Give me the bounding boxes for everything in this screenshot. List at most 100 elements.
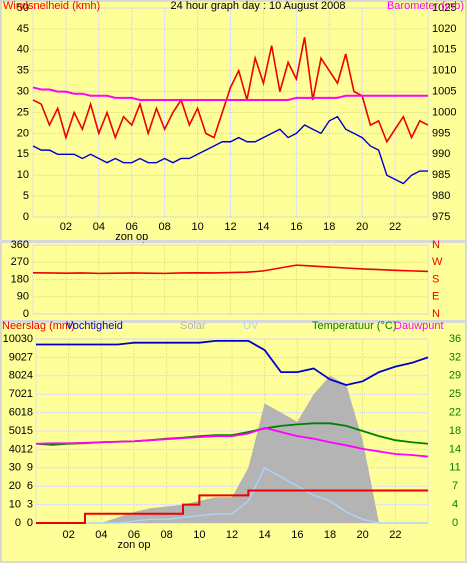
line [32,115,428,185]
y2-tick-label: 0 [452,517,458,529]
x-tick-label: 18 [324,529,336,541]
y-tick-label: 25 [17,106,29,118]
y-tick-label: 20 [17,127,29,139]
x-tick-label: 16 [291,529,303,541]
y2-tick-label: E [432,291,439,303]
y3-tick-label: 15 [21,425,33,437]
y2-axis-label: Barometer (mb) [387,0,464,12]
y2-tick-label: 1015 [432,44,456,56]
y2-tick-label: 11 [449,462,460,474]
y-tick-label: 180 [11,273,29,285]
x-tick-label: 04 [95,529,107,541]
x-tick-label: 02 [63,529,75,541]
y-tick-label: 0 [15,517,21,529]
y-tick-label: 10 [9,499,21,511]
y2-tick-label: 1025 [432,2,456,14]
line [35,426,429,458]
y3-tick-label: 0 [27,517,33,529]
x-tick-label: 12 [226,529,238,541]
y2-tick-label: N [432,308,440,320]
y3-tick-label: 12 [21,443,33,455]
y3-tick-label: 3 [27,499,33,511]
x-tick-label: 10 [191,221,203,233]
y-tick-label: 45 [17,23,29,35]
y3-tick-label: 30 [21,333,33,345]
y2-tick-label: 1010 [432,65,456,77]
x-tick-label: 06 [128,529,140,541]
y-tick-label: 80 [9,370,21,382]
y2-tick-label: 4 [452,499,458,511]
line [36,339,429,386]
x-tick-label: 04 [93,221,105,233]
y3-tick-label: 18 [21,407,33,419]
y2-tick-label: 25 [449,388,461,400]
y2-tick-label: 990 [432,148,450,160]
y2-tick-label: 36 [449,333,461,345]
y-tick-label: 270 [11,256,29,268]
legend-label: Neerslag (mm) [2,320,75,332]
y-tick-label: 30 [17,86,29,98]
y-tick-label: 70 [9,388,21,400]
y3-tick-label: 24 [21,370,33,382]
y-tick-label: 100 [3,333,21,345]
line [32,86,428,101]
y-tick-label: 60 [9,407,21,419]
y2-tick-label: W [432,256,443,268]
y-tick-label: 35 [17,65,29,77]
x-tick-label: 14 [257,221,269,233]
y-tick-label: 0 [23,211,29,223]
y-tick-label: 360 [11,239,29,251]
legend-label: Vochtigheid [66,320,123,332]
x-tick-label: 14 [259,529,271,541]
y2-tick-label: 1000 [432,106,456,118]
y-tick-label: 90 [17,291,29,303]
y2-tick-label: 29 [449,370,461,382]
annotation: zon op [117,539,150,551]
y2-tick-label: 975 [432,211,450,223]
y-tick-label: 30 [9,462,21,474]
x-tick-label: 06 [126,221,138,233]
legend-label: Dauwpunt [394,320,444,332]
y2-tick-label: 32 [449,351,461,363]
area [36,375,428,523]
y2-tick-label: 18 [449,425,461,437]
y-tick-label: 20 [9,480,21,492]
y2-tick-label: 1005 [432,86,456,98]
y3-tick-label: 9 [27,462,33,474]
y-tick-label: 15 [17,148,29,160]
x-tick-label: 08 [161,529,173,541]
y2-tick-label: N [432,239,440,251]
y-axis-label: Windsnelheid (kmh) [3,0,100,12]
x-tick-label: 02 [60,221,72,233]
y-tick-label: 40 [17,44,29,56]
panel-frame [0,320,467,563]
y2-tick-label: 980 [432,190,450,202]
y2-tick-label: 995 [432,127,450,139]
y-tick-label: 90 [9,351,21,363]
annotation: zon op [115,231,148,243]
y-tick-label: 50 [9,425,21,437]
y2-tick-label: 7 [452,480,458,492]
x-tick-label: 20 [357,529,369,541]
y3-tick-label: 6 [27,480,33,492]
x-tick-label: 16 [290,221,302,233]
y-tick-label: 50 [17,2,29,14]
y-tick-label: 5 [23,190,29,202]
y-tick-label: 10 [17,169,29,181]
y2-tick-label: 14 [449,443,461,455]
y3-tick-label: 21 [21,388,33,400]
x-tick-label: 22 [389,529,401,541]
x-tick-label: 18 [323,221,335,233]
y2-tick-label: 22 [449,407,461,419]
chart-title: 24 hour graph day : 10 August 2008 [171,0,346,12]
y2-tick-label: 985 [432,169,450,181]
x-tick-label: 20 [356,221,368,233]
line [36,466,428,524]
legend-label: Solar [180,320,206,332]
x-tick-label: 08 [159,221,171,233]
step-line [36,489,428,524]
legend-label: UV [243,320,259,332]
legend-label: Temperatuur (°C) [312,320,396,332]
y3-tick-label: 27 [21,351,33,363]
